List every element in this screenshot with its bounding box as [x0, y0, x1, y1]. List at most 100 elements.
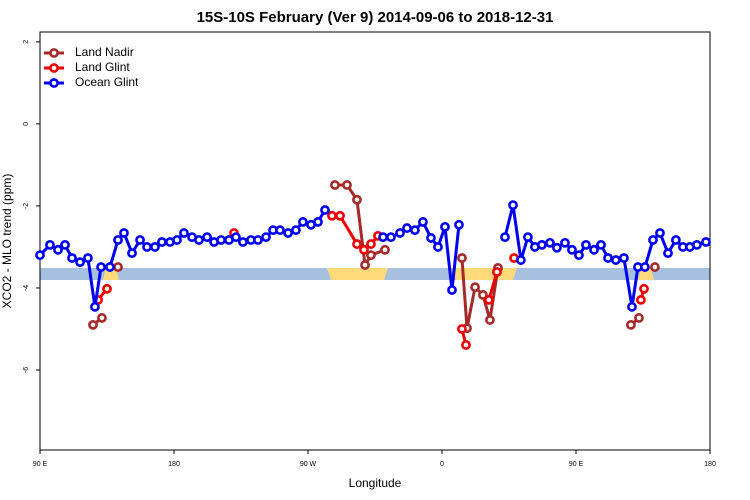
point [202, 232, 212, 243]
point [238, 237, 248, 247]
point [119, 228, 129, 238]
land-band [327, 268, 388, 280]
point [53, 244, 63, 255]
point [603, 253, 613, 263]
point [663, 248, 673, 259]
point [671, 235, 681, 245]
point [574, 250, 584, 261]
land-ocean-strip [40, 268, 710, 280]
point [457, 253, 467, 263]
point [298, 217, 308, 227]
point [560, 237, 570, 248]
y-tick-label: 2 [23, 40, 30, 44]
point [440, 221, 450, 232]
point [327, 210, 337, 221]
point [454, 219, 464, 230]
x-axis-label: Longitude [349, 476, 402, 490]
point [500, 232, 510, 243]
point [461, 340, 471, 350]
point [483, 294, 494, 305]
point [552, 242, 562, 253]
point [457, 324, 467, 334]
point [447, 285, 457, 295]
point [478, 290, 488, 300]
point [35, 250, 45, 261]
point [626, 319, 636, 330]
point [516, 255, 526, 265]
land-band [638, 268, 654, 280]
chart-title: 15S-10S February (Ver 9) 2014-09-06 to 2… [197, 9, 554, 26]
point [378, 232, 388, 243]
x-tick-label: 180 [704, 461, 716, 468]
x-tick-label: 180 [168, 461, 180, 468]
point [113, 235, 123, 245]
point [537, 239, 547, 250]
point [179, 228, 189, 238]
point [650, 262, 660, 272]
point [127, 248, 137, 259]
legend-marker [49, 78, 59, 88]
point [352, 239, 362, 249]
point [105, 262, 115, 272]
point [157, 237, 167, 247]
point [433, 242, 443, 252]
point [589, 244, 599, 255]
point [45, 239, 55, 250]
point [426, 233, 436, 243]
point [313, 217, 323, 227]
point [410, 225, 420, 236]
legend-marker [49, 63, 59, 73]
point [96, 262, 106, 272]
point [627, 301, 637, 312]
legend-label: Land Glint [75, 60, 130, 74]
point [648, 235, 658, 245]
point [216, 235, 226, 245]
point [701, 237, 711, 247]
point [275, 225, 285, 236]
point [75, 257, 85, 268]
point [88, 319, 98, 330]
point [194, 235, 204, 245]
point [335, 210, 345, 221]
point [360, 260, 370, 270]
point [231, 232, 241, 243]
point [359, 244, 369, 255]
point [418, 217, 428, 227]
point [135, 235, 145, 245]
point [320, 205, 330, 215]
point [261, 232, 271, 243]
x-tick-label: 90 W [300, 461, 317, 468]
x-tick-label: 90 E [33, 461, 48, 468]
point [291, 225, 301, 236]
x-tick-label: 90 E [569, 461, 584, 468]
legend-label: Ocean Glint [75, 75, 139, 89]
y-tick-label: -2 [23, 203, 30, 209]
point [636, 294, 646, 305]
point [142, 242, 152, 252]
point [283, 228, 293, 238]
point [253, 235, 263, 245]
point [342, 180, 352, 190]
point [619, 253, 629, 263]
point [330, 180, 340, 190]
point [655, 228, 665, 238]
point [386, 232, 396, 243]
point [352, 194, 362, 205]
point [596, 239, 606, 250]
point [97, 313, 107, 323]
point [639, 283, 649, 294]
point [395, 228, 405, 238]
point [545, 237, 555, 248]
point [67, 253, 77, 263]
point [508, 200, 518, 211]
x-tick-label: 0 [440, 461, 444, 468]
point [102, 283, 112, 294]
point [366, 250, 376, 261]
point [640, 262, 650, 272]
legend-marker [49, 48, 59, 58]
point [60, 239, 70, 250]
point [470, 282, 480, 293]
point [634, 313, 644, 323]
point [691, 239, 702, 250]
